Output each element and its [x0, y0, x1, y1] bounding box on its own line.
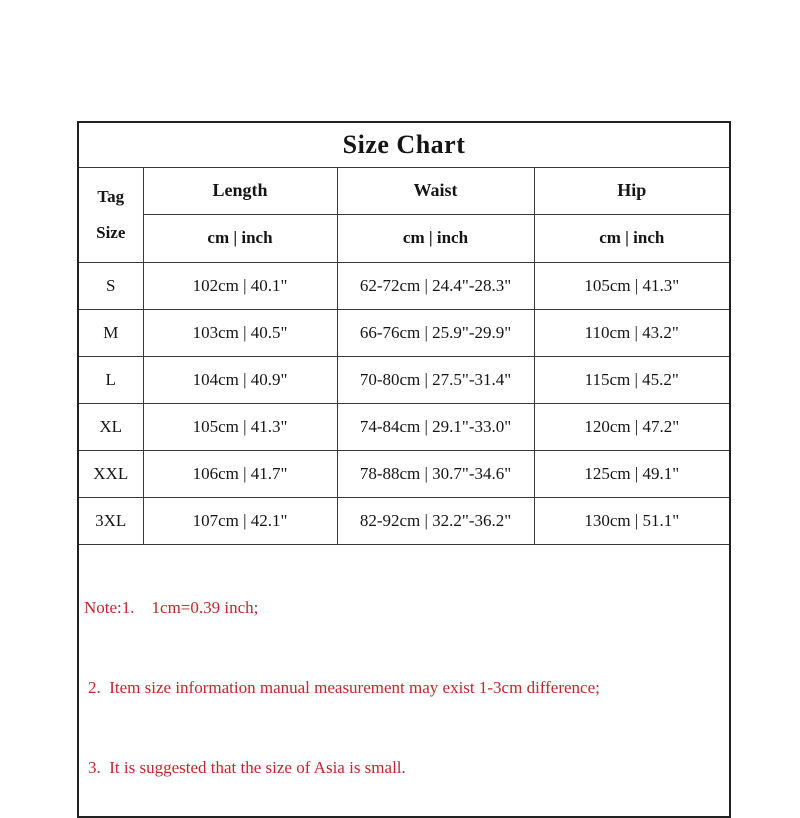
size-tag: M	[77, 308, 144, 357]
size-tag: XL	[77, 402, 144, 451]
note-line-3: 3. It is suggested that the size of Asia…	[88, 757, 406, 777]
size-tag: 3XL	[77, 496, 144, 545]
waist-value: 78-88cm | 30.7"-34.6"	[336, 449, 535, 498]
corner-header-tag-size: Tag Size	[77, 166, 144, 263]
hip-value: 125cm | 49.1"	[533, 449, 731, 498]
hip-value: 115cm | 45.2"	[533, 355, 731, 404]
length-value: 104cm | 40.9"	[142, 355, 338, 404]
waist-value: 70-80cm | 27.5"-31.4"	[336, 355, 535, 404]
hip-value: 105cm | 41.3"	[533, 261, 731, 310]
size-chart: Size Chart Tag Size Length Waist Hip cm …	[77, 121, 732, 818]
column-header-length: Length	[142, 166, 338, 215]
length-value: 103cm | 40.5"	[142, 308, 338, 357]
unit-header-hip: cm | inch	[533, 213, 731, 263]
column-header-row: Tag Size Length Waist Hip	[77, 166, 731, 263]
hip-value: 120cm | 47.2"	[533, 402, 731, 451]
size-tag: L	[77, 355, 144, 404]
table-row-l: L 104cm | 40.9" 70-80cm | 27.5"-31.4" 11…	[77, 355, 731, 404]
page-title: Size Chart	[77, 121, 731, 168]
unit-header-waist: cm | inch	[336, 213, 535, 263]
unit-header-row: cm | inch cm | inch cm | inch	[78, 213, 731, 263]
table-row-xl: XL 105cm | 41.3" 74-84cm | 29.1"-33.0" 1…	[77, 402, 731, 451]
corner-header-line1: Tag	[97, 187, 125, 206]
size-tag: S	[77, 261, 144, 310]
table-row-s: S 102cm | 40.1" 62-72cm | 24.4"-28.3" 10…	[77, 261, 731, 310]
table-row-3xl: 3XL 107cm | 42.1" 82-92cm | 32.2"-36.2" …	[77, 496, 731, 545]
waist-value: 74-84cm | 29.1"-33.0"	[336, 402, 535, 451]
size-tag: XXL	[77, 449, 144, 498]
notes-cell: Note:1. 1cm=0.39 inch; 2. Item size info…	[77, 543, 731, 817]
column-header-hip: Hip	[533, 166, 731, 215]
length-value: 106cm | 41.7"	[142, 449, 338, 498]
column-header-waist: Waist	[336, 166, 535, 215]
waist-value: 82-92cm | 32.2"-36.2"	[336, 496, 535, 545]
hip-value: 110cm | 43.2"	[533, 308, 731, 357]
size-table: Size Chart Tag Size Length Waist Hip cm …	[77, 121, 732, 818]
length-value: 105cm | 41.3"	[142, 402, 338, 451]
table-row-m: M 103cm | 40.5" 66-76cm | 25.9"-29.9" 11…	[77, 308, 731, 357]
length-value: 107cm | 42.1"	[142, 496, 338, 545]
length-value: 102cm | 40.1"	[142, 261, 338, 310]
title-row: Size Chart	[77, 121, 731, 168]
unit-header-length: cm | inch	[142, 213, 338, 263]
table-row-xxl: XXL 106cm | 41.7" 78-88cm | 30.7"-34.6" …	[77, 449, 731, 498]
hip-value: 130cm | 51.1"	[533, 496, 731, 545]
corner-header-line2: Size	[96, 223, 126, 242]
waist-value: 66-76cm | 25.9"-29.9"	[336, 308, 535, 357]
waist-value: 62-72cm | 24.4"-28.3"	[336, 261, 535, 310]
note-line-2: 2. Item size information manual measurem…	[88, 677, 600, 697]
notes-row: Note:1. 1cm=0.39 inch; 2. Item size info…	[77, 543, 731, 817]
note-line-1: Note:1. 1cm=0.39 inch;	[84, 597, 259, 617]
